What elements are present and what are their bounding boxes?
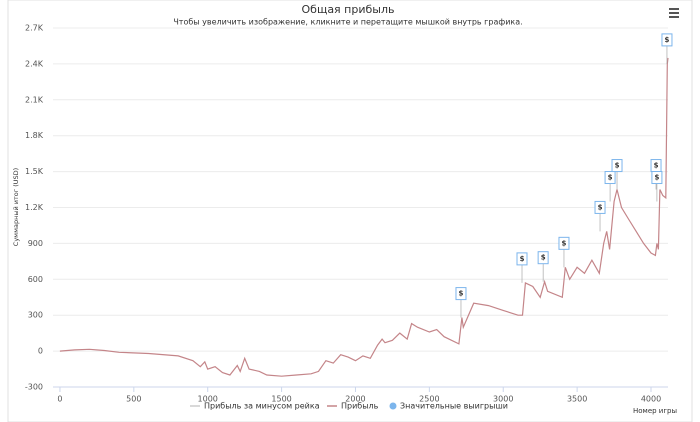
- chart-title: Общая прибыль: [302, 3, 395, 16]
- x-tick-label: 2000: [345, 395, 365, 404]
- menu-icon[interactable]: [669, 8, 679, 18]
- y-tick-label: 0: [38, 347, 43, 356]
- flag: [455, 287, 467, 301]
- flag-label: $: [562, 239, 567, 247]
- chart-subtitle: Чтобы увеличить изображение, кликните и …: [173, 18, 522, 27]
- flag-label: $: [459, 290, 464, 298]
- flag: [516, 252, 528, 266]
- flag-label: $: [541, 254, 546, 262]
- y-tick-label: 2.1K: [25, 95, 44, 104]
- legend-label: Прибыль: [341, 402, 379, 411]
- y-tick-label: 2.4K: [25, 59, 44, 68]
- y-tick-label: 1.8K: [25, 131, 44, 140]
- y-tick-label: 2.7K: [25, 24, 44, 33]
- y-tick-label: -300: [25, 383, 43, 392]
- flag-label: $: [654, 174, 659, 182]
- legend-label: Значительные выигрыши: [400, 402, 508, 411]
- flag: [661, 33, 673, 47]
- x-tick-label: 1000: [198, 395, 218, 404]
- x-tick-label: 4000: [641, 395, 661, 404]
- flag: [611, 159, 623, 173]
- x-axis-label: Номер игры: [633, 407, 677, 415]
- y-axis-label: Суммарный итог (USD): [12, 168, 20, 246]
- x-tick-label: 3500: [567, 395, 587, 404]
- y-tick-label: 1.2K: [25, 203, 44, 212]
- flag: [537, 251, 549, 265]
- flag: [594, 200, 606, 214]
- y-tick-label: 1.5K: [25, 167, 44, 176]
- x-tick-label: 2500: [419, 395, 439, 404]
- flag-label: $: [608, 174, 613, 182]
- legend-symbol: [389, 402, 397, 410]
- flag-label: $: [615, 162, 620, 170]
- flag: [604, 171, 616, 185]
- x-tick-label: 1500: [271, 395, 291, 404]
- legend-label: Прибыль за минусом рейка: [204, 402, 320, 411]
- x-tick-label: 0: [57, 395, 62, 404]
- flag-label: $: [665, 36, 670, 44]
- frame: [7, 0, 693, 422]
- x-tick-label: 500: [126, 395, 141, 404]
- x-tick-label: 3000: [493, 395, 513, 404]
- flag: [558, 236, 570, 250]
- flag-label: $: [520, 255, 525, 263]
- flag-label: $: [598, 203, 603, 211]
- flag-label: $: [654, 162, 659, 170]
- y-tick-label: 300: [28, 311, 43, 320]
- flag: [651, 171, 663, 185]
- y-tick-label: 900: [28, 239, 43, 248]
- series-line: [59, 57, 669, 377]
- y-tick-label: 600: [28, 275, 43, 284]
